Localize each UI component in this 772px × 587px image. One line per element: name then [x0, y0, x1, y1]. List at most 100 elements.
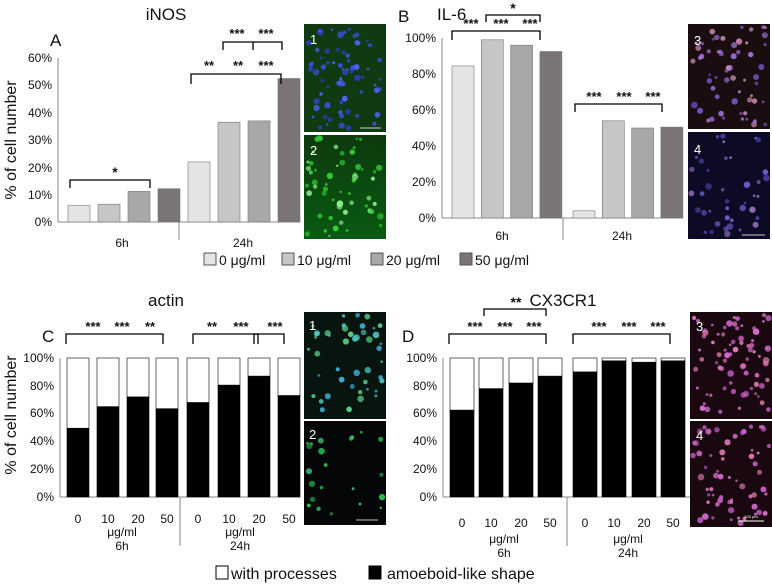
bar-c-amoeboid-3: [155, 408, 179, 498]
y-tick-label: 40%: [30, 434, 54, 448]
cell-dot: [308, 480, 316, 487]
cell-dot: [359, 323, 366, 329]
cell-dot: [344, 108, 351, 115]
legend-swatch-0: [203, 252, 217, 266]
bar-b-6h-50gml: [539, 51, 563, 219]
cell-dot: [754, 136, 757, 140]
cell-dot: [306, 503, 311, 508]
cell-dot: [718, 110, 724, 117]
x-group-label: 6h: [495, 229, 508, 243]
cell-dot: [304, 231, 310, 237]
cell-dot: [756, 194, 760, 198]
cell-dot: [326, 123, 329, 126]
cell-dot: [724, 215, 730, 221]
x-tick-label: 10: [101, 512, 115, 526]
cell-dot: [313, 104, 320, 112]
sig-label: ***: [621, 319, 637, 334]
cell-dot: [373, 83, 377, 87]
micrograph-label: 3: [694, 33, 701, 48]
cell-dot: [307, 66, 314, 72]
x-tick-label: 50: [543, 516, 557, 530]
cell-dot: [365, 39, 369, 43]
sig-label: ***: [85, 319, 101, 334]
cell-dot: [757, 469, 762, 475]
cell-dot: [718, 409, 723, 414]
cell-dot: [747, 347, 754, 353]
cell-dot: [752, 119, 758, 124]
cell-dot: [741, 428, 747, 435]
bar-c-processes-3: [155, 357, 179, 410]
cell-dot: [370, 176, 375, 181]
cell-dot: [731, 42, 738, 49]
cell-dot: [326, 172, 334, 180]
y-tick-label: 10%: [28, 188, 52, 202]
cell-dot: [337, 31, 344, 38]
cell-dot: [724, 439, 731, 446]
panel-d-x-ticks: 0 10 20 50 0 10 20 50: [459, 516, 680, 530]
cell-dot: [379, 342, 383, 346]
cell-dot: [358, 502, 362, 506]
cell-dot: [749, 386, 754, 391]
cell-dot: [719, 366, 725, 372]
x-unit-label: μg/ml: [225, 525, 255, 539]
cell-dot: [699, 405, 706, 412]
cell-dot: [702, 329, 709, 336]
cell-dot: [319, 56, 323, 60]
cell-dot: [735, 479, 738, 482]
cell-dot: [732, 346, 739, 353]
cell-dot: [330, 28, 334, 32]
x-tick-label: 20: [637, 516, 651, 530]
cell-dot: [710, 85, 716, 91]
cell-dot: [345, 229, 349, 232]
cell-dot: [314, 330, 320, 337]
cell-dot: [727, 370, 734, 377]
sig-label: **: [233, 58, 244, 73]
cell-dot: [711, 516, 715, 520]
cell-dot: [317, 437, 324, 444]
cell-dot: [319, 485, 324, 490]
bar-d-processes-7: [660, 357, 686, 362]
y-tick-label: 60%: [30, 406, 54, 420]
cell-dot: [708, 209, 712, 213]
cell-dot: [339, 77, 343, 81]
cell-dot: [705, 183, 712, 190]
bar-b-24h-20gml: [631, 127, 654, 219]
cell-dot: [347, 59, 351, 63]
sig-label: ***: [645, 89, 661, 104]
panel-a-title: iNOS: [146, 5, 187, 24]
cell-dot: [350, 70, 353, 74]
cell-dot: [369, 209, 374, 215]
cell-dot: [751, 339, 754, 343]
cell-dot: [756, 451, 760, 455]
sig-label: ***: [114, 319, 130, 334]
cell-dot: [314, 350, 321, 357]
cell-dot: [759, 383, 765, 389]
cell-dot: [738, 335, 744, 342]
cell-dot: [692, 315, 697, 321]
cell-dot: [342, 209, 348, 215]
cell-dot: [705, 393, 709, 396]
cell-dot: [752, 221, 759, 228]
sig-label: **: [207, 319, 218, 334]
panel-d-bars: [449, 357, 686, 498]
cell-dot: [380, 360, 383, 363]
cell-dot: [307, 347, 310, 351]
cell-dot: [728, 352, 733, 357]
cell-dot: [722, 140, 726, 144]
cell-dot: [745, 117, 749, 121]
cell-dot: [704, 406, 711, 413]
cell-dot: [378, 223, 383, 228]
cell-dots: [692, 313, 772, 414]
cell-dot: [716, 352, 722, 358]
bar-c-processes-0: [66, 357, 90, 429]
cell-dot: [348, 436, 354, 441]
y-tick-label: 40%: [413, 434, 437, 448]
legend-swatch-20: [370, 252, 384, 266]
cell-dot: [732, 316, 736, 319]
cell-dot: [730, 339, 736, 345]
sig-label: ***: [497, 319, 513, 334]
cell-dot: [713, 472, 719, 479]
cell-dot: [752, 350, 756, 354]
cell-dot: [314, 168, 317, 172]
